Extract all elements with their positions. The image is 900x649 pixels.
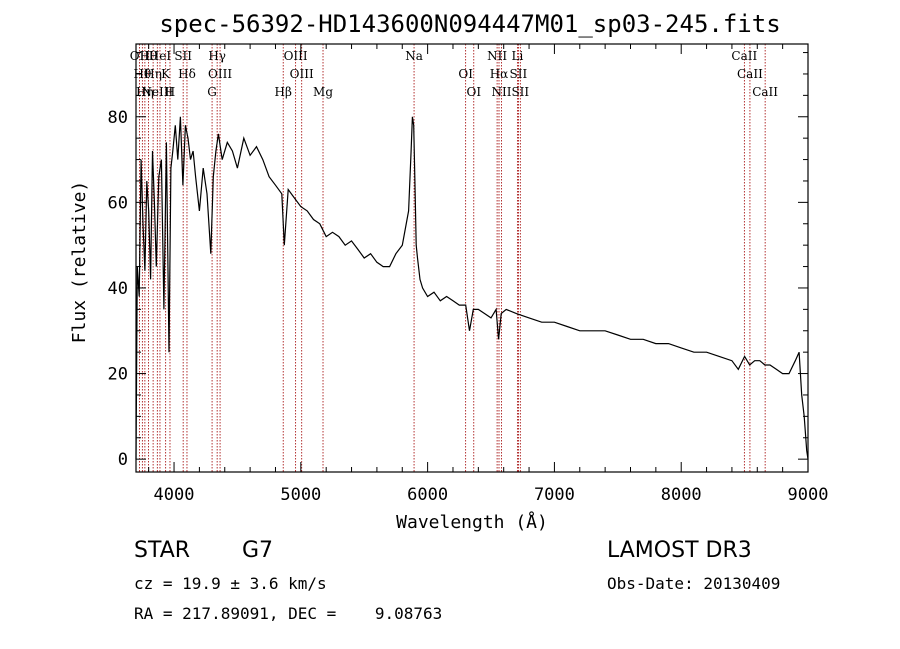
line-marker-label: Hθ [140, 49, 158, 63]
chart-title: spec-56392-HD143600N094447M01_sp03-245.f… [159, 10, 780, 38]
line-marker-label: CaII [752, 85, 778, 99]
line-marker-label: Mg [313, 85, 333, 99]
spectrum-line [135, 116, 809, 460]
line-marker-label: CaII [737, 67, 763, 81]
line-marker-label: SII [174, 49, 192, 63]
object-class: STAR [134, 538, 191, 563]
line-marker-label: Hη [144, 67, 162, 81]
y-tick-label: 40 [108, 279, 128, 299]
line-marker-label: Hβ [275, 85, 292, 99]
line-marker-label: Li [511, 49, 523, 63]
y-tick-label: 80 [108, 108, 128, 128]
y-axis: 0 20 40 60 80 [108, 52, 808, 470]
line-marker-label: OIII [284, 49, 308, 63]
line-marker-label: SII [511, 85, 529, 99]
line-marker-label: CaII [731, 49, 757, 63]
y-tick-label: 20 [108, 365, 128, 385]
x-tick-label: 6000 [407, 485, 448, 505]
line-marker-label: OIII [208, 67, 232, 81]
line-marker-label: SII [510, 67, 528, 81]
spectral-line-labels: OIIHθHηHθHηNeIIIHeIKHSIIHδGHγOIIIHβOIIIO… [130, 49, 779, 99]
x-tick-label: 9000 [788, 485, 829, 505]
x-tick-label: 8000 [661, 485, 702, 505]
x-axis-label: Wavelength (Å) [396, 511, 548, 533]
line-marker-label: K [161, 67, 171, 81]
line-marker-label: Hγ [208, 49, 226, 63]
x-tick-label: 7000 [534, 485, 575, 505]
spectral-line-markers [139, 44, 766, 472]
line-marker-label: NeIII [141, 85, 173, 99]
y-tick-label: 60 [108, 193, 128, 213]
line-marker-label: OI [466, 85, 481, 99]
y-tick-label: 0 [118, 450, 128, 470]
ra-dec: RA = 217.89091, DEC = 9.08763 [134, 604, 443, 623]
line-marker-label: Hα [490, 67, 509, 81]
object-subclass: G7 [242, 538, 274, 563]
line-marker-label: Hδ [178, 67, 196, 81]
line-marker-label: Hθ [133, 67, 151, 81]
line-marker-label: HeI [149, 49, 172, 63]
line-marker-label: H [165, 85, 175, 99]
line-marker-label: Na [405, 49, 423, 63]
line-marker-label: OI [458, 67, 473, 81]
redshift-cz: cz = 19.9 ± 3.6 km/s [134, 574, 327, 593]
plot-frame [135, 43, 809, 473]
observation-date: Obs-Date: 20130409 [607, 574, 781, 593]
survey-name: LAMOST DR3 [607, 538, 752, 563]
line-marker-label: OII [130, 49, 150, 63]
x-tick-label: 4000 [154, 485, 195, 505]
line-marker-label: NII [487, 49, 507, 63]
x-tick-label: 5000 [280, 485, 321, 505]
y-axis-label: Flux (relative) [69, 181, 90, 344]
line-marker-label: G [207, 85, 217, 99]
line-marker-label: OIII [290, 67, 314, 81]
x-axis: 4000 5000 6000 7000 8000 9000 [148, 44, 829, 505]
line-marker-label: NII [492, 85, 512, 99]
